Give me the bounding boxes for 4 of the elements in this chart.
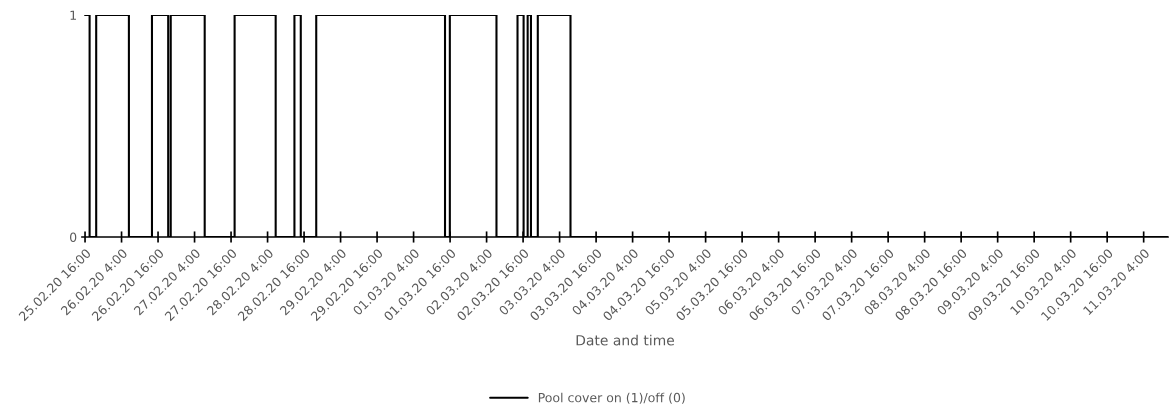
y-tick-label: 0: [70, 232, 77, 242]
y-tick-label: 1: [70, 10, 76, 20]
legend-label: Pool cover on (1)/off (0): [538, 392, 685, 404]
x-axis-title: Date and time: [576, 334, 675, 346]
